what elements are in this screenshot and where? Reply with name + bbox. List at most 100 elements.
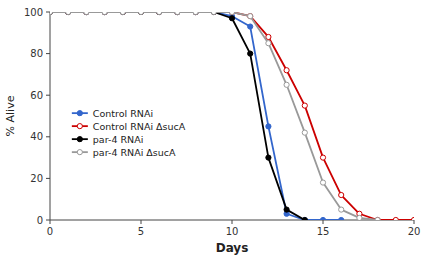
y-tick — [46, 53, 50, 54]
point — [84, 12, 89, 15]
point — [266, 155, 271, 160]
x-tick — [323, 220, 324, 224]
point — [84, 12, 89, 15]
point — [120, 12, 125, 15]
y-tick — [46, 95, 50, 96]
axes: 05101520020406080100 — [24, 7, 420, 238]
y-axis-title: % Alive — [4, 95, 17, 136]
point — [339, 192, 344, 197]
point — [357, 215, 362, 220]
point — [102, 12, 107, 15]
series-line — [50, 12, 305, 220]
point — [193, 12, 198, 15]
legend-label: Control RNAi — [93, 108, 153, 119]
x-tick-label: 5 — [138, 226, 144, 237]
point — [175, 12, 180, 15]
x-tick — [232, 220, 233, 224]
point — [66, 12, 71, 15]
point — [411, 217, 414, 220]
point — [229, 16, 234, 21]
point — [339, 217, 344, 220]
series — [50, 12, 344, 220]
y-tick-label: 100 — [24, 7, 43, 18]
point — [266, 124, 271, 129]
legend: Control RNAi Control RNAi ΔsucA par-4 RNAi… — [72, 108, 186, 158]
series-line — [50, 12, 378, 220]
y-tick — [46, 220, 50, 221]
point — [211, 12, 216, 15]
point — [175, 12, 180, 15]
point — [66, 12, 71, 15]
series — [50, 12, 307, 220]
chart: 05101520020406080100Days% AliveControl R… — [0, 0, 428, 260]
y-tick-label: 0 — [37, 215, 43, 226]
point — [120, 12, 125, 15]
point — [50, 12, 53, 15]
point — [302, 217, 307, 220]
point — [302, 103, 307, 108]
point — [138, 12, 143, 15]
point — [157, 12, 162, 15]
plot-area — [50, 12, 414, 220]
point — [248, 14, 253, 19]
point — [211, 12, 216, 15]
x-tick — [141, 220, 142, 224]
y-tick — [46, 136, 50, 137]
point — [320, 180, 325, 185]
point — [193, 12, 198, 15]
point — [120, 12, 125, 15]
x-tick-label: 10 — [226, 226, 239, 237]
x-tick-label: 0 — [47, 226, 53, 237]
y-tick-label: 80 — [30, 48, 43, 59]
y-tick — [46, 12, 50, 13]
point — [320, 217, 325, 220]
legend-swatch-marker — [77, 137, 82, 142]
y-tick-label: 20 — [30, 173, 43, 184]
point — [229, 12, 234, 15]
x-axis-title: Days — [216, 241, 249, 255]
point — [320, 155, 325, 160]
point — [50, 12, 53, 15]
x-tick — [414, 220, 415, 224]
point — [375, 217, 380, 220]
series — [50, 12, 414, 220]
point — [175, 12, 180, 15]
point — [339, 207, 344, 212]
point — [157, 12, 162, 15]
point — [138, 12, 143, 15]
point — [50, 12, 53, 15]
y-axis-line — [50, 12, 51, 220]
point — [229, 12, 234, 15]
point — [266, 34, 271, 39]
y-tick-label: 60 — [30, 90, 43, 101]
point — [66, 12, 71, 15]
legend-label: par-4 RNAi ΔsucA — [93, 147, 176, 158]
point — [50, 12, 53, 15]
point — [248, 51, 253, 56]
point — [284, 207, 289, 212]
point — [211, 12, 216, 15]
point — [102, 12, 107, 15]
point — [211, 12, 216, 15]
x-tick-label: 15 — [317, 226, 330, 237]
legend-label: par-4 RNAi — [93, 134, 144, 145]
point — [84, 12, 89, 15]
legend-swatch-marker — [77, 124, 82, 129]
point — [102, 12, 107, 15]
point — [248, 24, 253, 29]
point — [393, 217, 398, 220]
point — [175, 12, 180, 15]
point — [157, 12, 162, 15]
point — [284, 82, 289, 87]
legend-label: Control RNAi ΔsucA — [93, 121, 186, 132]
point — [138, 12, 143, 15]
point — [248, 14, 253, 19]
x-tick-label: 20 — [408, 226, 421, 237]
point — [84, 12, 89, 15]
point — [120, 12, 125, 15]
y-tick — [46, 178, 50, 179]
point — [193, 12, 198, 15]
point — [302, 217, 307, 220]
series — [50, 12, 380, 220]
series-line — [50, 12, 414, 220]
